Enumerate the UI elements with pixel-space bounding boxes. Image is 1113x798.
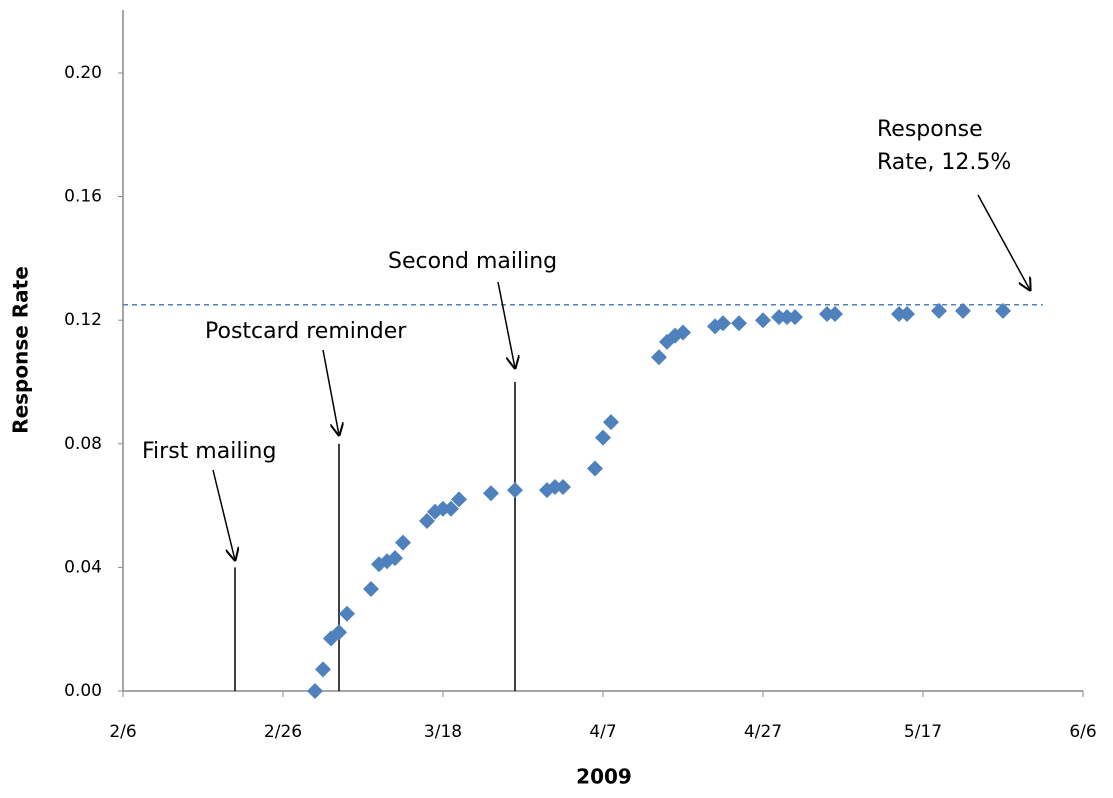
- data-point: [443, 500, 459, 517]
- y-tick-label: 0.04: [64, 557, 102, 577]
- event-label: Second mailing: [388, 249, 557, 274]
- annotation-arrow: [977, 194, 1030, 290]
- annotation-arrow: [322, 349, 339, 435]
- y-tick-label: 0.08: [64, 434, 102, 454]
- data-point: [331, 624, 347, 641]
- y-tick-label: 0.12: [64, 310, 102, 330]
- x-tick-label: 4/27: [744, 722, 782, 742]
- reference-label: Rate, 12.5%: [877, 150, 1011, 175]
- x-tick-label: 6/6: [1069, 722, 1096, 742]
- reference-label: Response: [877, 117, 983, 142]
- event-label: Postcard reminder: [205, 319, 407, 344]
- data-point: [827, 306, 843, 323]
- data-point: [363, 581, 379, 598]
- data-point: [419, 513, 435, 530]
- data-point: [955, 302, 971, 319]
- x-tick-label: 2/6: [109, 722, 136, 742]
- data-point: [787, 309, 803, 326]
- x-tick-label: 5/17: [904, 722, 942, 742]
- data-point: [451, 491, 467, 508]
- data-point: [587, 460, 603, 477]
- data-point: [595, 429, 611, 446]
- data-point: [339, 605, 355, 622]
- data-point: [507, 482, 523, 499]
- data-point: [899, 306, 915, 323]
- data-point: [603, 414, 619, 431]
- y-axis-title: Response Rate: [9, 266, 33, 434]
- data-point: [651, 349, 667, 366]
- data-point: [715, 315, 731, 332]
- x-tick-label: 3/18: [424, 722, 462, 742]
- data-point: [307, 683, 323, 699]
- data-point: [555, 479, 571, 496]
- data-point: [731, 315, 747, 332]
- annotation-arrow: [497, 281, 515, 368]
- annotation-arrow: [212, 469, 235, 560]
- data-point: [395, 534, 411, 551]
- x-tick-label: 2/26: [264, 722, 302, 742]
- data-point: [931, 302, 947, 319]
- data-point: [755, 312, 771, 329]
- data-point: [675, 324, 691, 341]
- x-axis-title: 2009: [576, 765, 632, 789]
- event-label: First mailing: [142, 439, 276, 464]
- data-point: [483, 485, 499, 502]
- x-tick-label: 4/7: [589, 722, 616, 742]
- data-point: [995, 302, 1011, 319]
- y-tick-label: 0.00: [64, 681, 102, 701]
- y-tick-label: 0.20: [64, 63, 102, 83]
- y-tick-label: 0.16: [64, 187, 102, 207]
- data-point: [387, 550, 403, 567]
- data-point: [315, 661, 331, 678]
